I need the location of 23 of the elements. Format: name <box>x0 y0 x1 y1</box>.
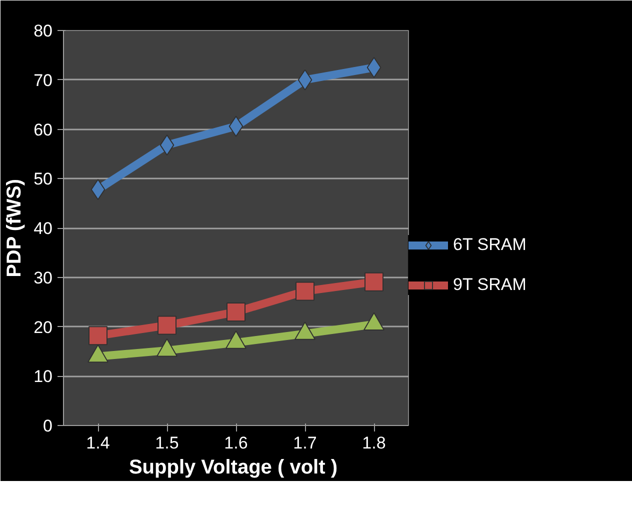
y-tick-label: 30 <box>34 268 53 288</box>
y-tick-label: 80 <box>34 22 53 40</box>
x-tick-label: 1.6 <box>224 434 248 452</box>
point <box>364 272 384 292</box>
point <box>226 302 246 322</box>
y-axis-title: PDP (fWS) <box>4 178 26 278</box>
x-tick-label: 1.7 <box>293 434 317 452</box>
y-tick-label: 0 <box>43 416 53 436</box>
y-tick-label: 40 <box>34 219 53 238</box>
point <box>88 326 108 346</box>
x-tick-label: 1.8 <box>362 434 386 452</box>
legend-label: 6T SRAM <box>453 235 526 255</box>
y-tick-label: 20 <box>34 318 53 337</box>
point <box>158 316 176 335</box>
point <box>296 282 314 301</box>
x-axis-title: Supply Voltage ( volt ) <box>128 456 338 478</box>
x-tick-label: 1.4 <box>86 434 110 452</box>
y-tick-label: 70 <box>34 70 53 90</box>
y-tick-label: 10 <box>34 367 53 386</box>
x-tick-label: 1.5 <box>155 434 179 452</box>
y-tick-label: 50 <box>34 170 53 189</box>
legend-label: 9T SRAM <box>453 275 526 295</box>
y-tick-label: 60 <box>34 120 53 140</box>
